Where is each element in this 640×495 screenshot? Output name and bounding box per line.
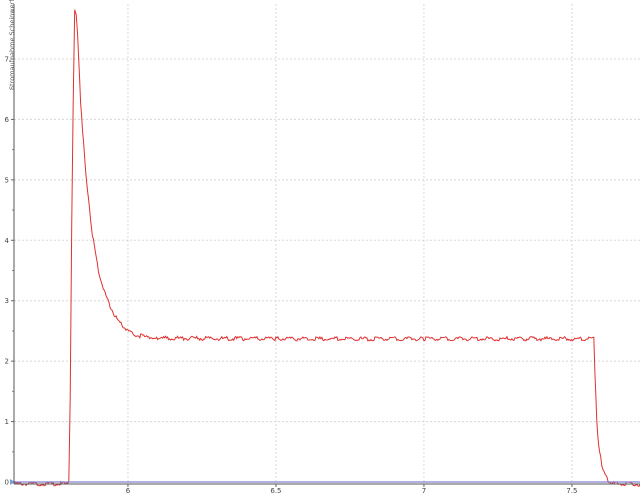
y-tick-label: 3 [5,297,9,305]
y-tick-label: 2 [5,358,9,366]
series-group [13,9,640,488]
x-tick-label: 7 [422,487,426,495]
y-axis-label: Stromaufnahme Scheinwerfer [A] [0,0,16,90]
current-series-line [13,9,640,488]
y-axis-label-text: Stromaufnahme Scheinwerfer [A] [8,0,16,90]
x-tick-label: 7.5 [566,487,577,495]
x-tick-label: 6.5 [270,487,281,495]
y-tick-label: 0 [5,479,9,487]
grid [14,4,640,484]
zero-marker-icon [10,479,15,485]
y-tick-label: 6 [5,116,10,124]
y-tick-label: 7 [5,56,9,64]
axes: 0 1 2 3 4 5 6 7 6 6.5 7 7.5 [5,4,640,495]
y-tick-label: 4 [5,237,10,245]
y-tick-label: 5 [5,176,9,184]
y-tick-label: 1 [5,418,9,426]
x-tick-label: 6 [126,487,131,495]
